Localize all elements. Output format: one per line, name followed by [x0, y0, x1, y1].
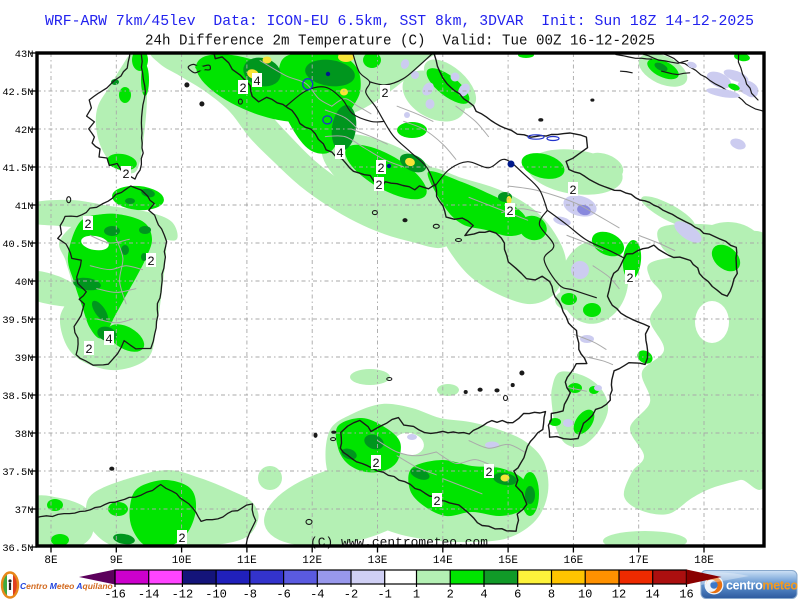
svg-text:centrometeo: centrometeo — [726, 579, 798, 593]
svg-text:11E: 11E — [237, 555, 257, 567]
svg-text:37N: 37N — [15, 505, 34, 517]
svg-text:14E: 14E — [433, 555, 453, 567]
svg-text:13E: 13E — [368, 555, 388, 567]
svg-text:6: 6 — [514, 588, 521, 600]
svg-text:38N: 38N — [15, 429, 34, 441]
svg-text:2: 2 — [85, 343, 93, 357]
svg-text:2: 2 — [122, 168, 130, 182]
svg-text:16: 16 — [679, 588, 693, 600]
svg-text:-2: -2 — [344, 588, 358, 600]
svg-text:WRF-ARW 7km/45lev Data: ICON-: WRF-ARW 7km/45lev Data: ICON-EU 6.5km, S… — [45, 14, 754, 30]
svg-text:-10: -10 — [205, 588, 227, 600]
svg-text:15E: 15E — [498, 555, 518, 567]
svg-text:39.5N: 39.5N — [2, 315, 33, 327]
svg-text:37.5N: 37.5N — [2, 467, 33, 479]
svg-text:42N: 42N — [15, 125, 34, 137]
svg-text:2: 2 — [381, 87, 389, 101]
svg-text:17E: 17E — [629, 555, 649, 567]
svg-text:9E: 9E — [110, 555, 124, 567]
svg-text:2: 2 — [375, 179, 383, 193]
svg-text:2: 2 — [433, 495, 441, 509]
svg-text:-16: -16 — [104, 588, 126, 600]
svg-text:16E: 16E — [563, 555, 583, 567]
svg-text:41N: 41N — [15, 201, 34, 213]
svg-text:42.5N: 42.5N — [2, 87, 33, 99]
svg-text:2: 2 — [506, 205, 514, 219]
svg-text:Centro Meteo Aquilano: Centro Meteo Aquilano — [20, 581, 113, 591]
svg-text:4: 4 — [480, 588, 487, 600]
svg-text:41.5N: 41.5N — [2, 163, 33, 175]
svg-text:4: 4 — [336, 147, 344, 161]
svg-text:14: 14 — [645, 588, 659, 600]
svg-text:-14: -14 — [138, 588, 160, 600]
svg-text:-6: -6 — [276, 588, 290, 600]
svg-text:8: 8 — [548, 588, 555, 600]
svg-text:-12: -12 — [172, 588, 194, 600]
svg-text:2: 2 — [372, 457, 380, 471]
svg-text:8E: 8E — [44, 555, 58, 567]
svg-text:2: 2 — [447, 588, 454, 600]
svg-text:2: 2 — [377, 162, 385, 176]
svg-text:24h Difference 2m Temperature: 24h Difference 2m Temperature (C) Valid:… — [145, 34, 655, 50]
svg-text:2: 2 — [84, 218, 92, 232]
svg-text:1: 1 — [413, 588, 420, 600]
svg-text:18E: 18E — [694, 555, 714, 567]
svg-text:38.5N: 38.5N — [2, 391, 33, 403]
svg-text:40N: 40N — [15, 277, 34, 289]
svg-text:2: 2 — [485, 466, 493, 480]
svg-text:2: 2 — [239, 82, 247, 96]
svg-text:39N: 39N — [15, 353, 34, 365]
svg-text:36.5N: 36.5N — [2, 543, 33, 555]
svg-text:2: 2 — [569, 184, 577, 198]
svg-text:4: 4 — [105, 333, 113, 347]
svg-text:-1: -1 — [377, 588, 391, 600]
svg-text:10E: 10E — [172, 555, 192, 567]
svg-text:2: 2 — [178, 532, 186, 546]
svg-text:2: 2 — [147, 255, 155, 269]
svg-text:-4: -4 — [310, 588, 324, 600]
svg-text:43N: 43N — [15, 49, 34, 61]
svg-text:40.5N: 40.5N — [2, 239, 33, 251]
svg-text:-8: -8 — [243, 588, 257, 600]
svg-text:(C) www.centrometeo.com: (C) www.centrometeo.com — [310, 536, 488, 550]
svg-text:12E: 12E — [302, 555, 322, 567]
svg-text:12: 12 — [612, 588, 626, 600]
svg-text:2: 2 — [626, 272, 634, 286]
svg-text:4: 4 — [253, 75, 261, 89]
svg-text:10: 10 — [578, 588, 592, 600]
